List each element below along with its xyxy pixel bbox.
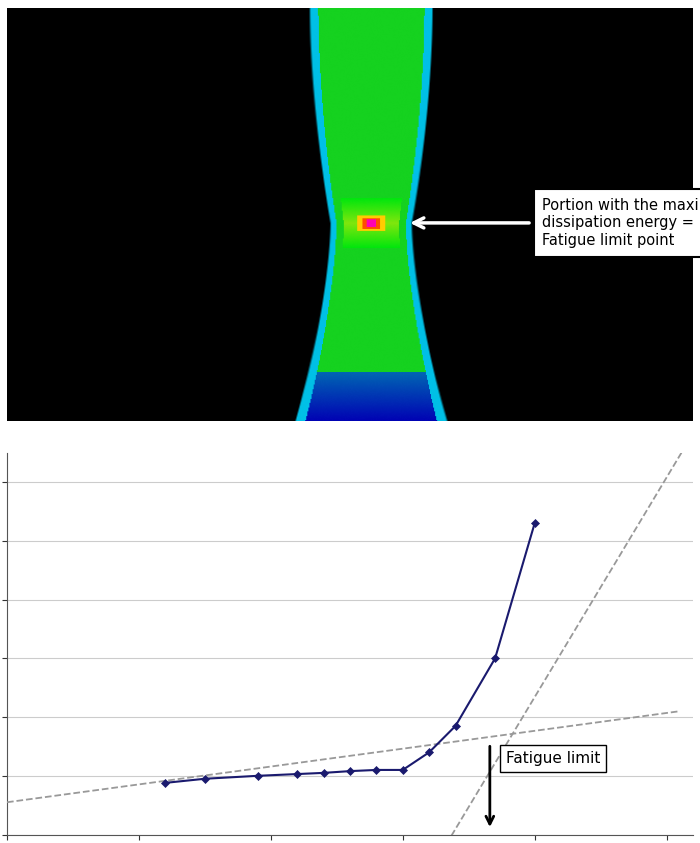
Text: Fatigue limit: Fatigue limit bbox=[505, 750, 600, 765]
Text: Portion with the maximum
dissipation energy =
Fatigue limit point: Portion with the maximum dissipation ene… bbox=[542, 198, 700, 248]
